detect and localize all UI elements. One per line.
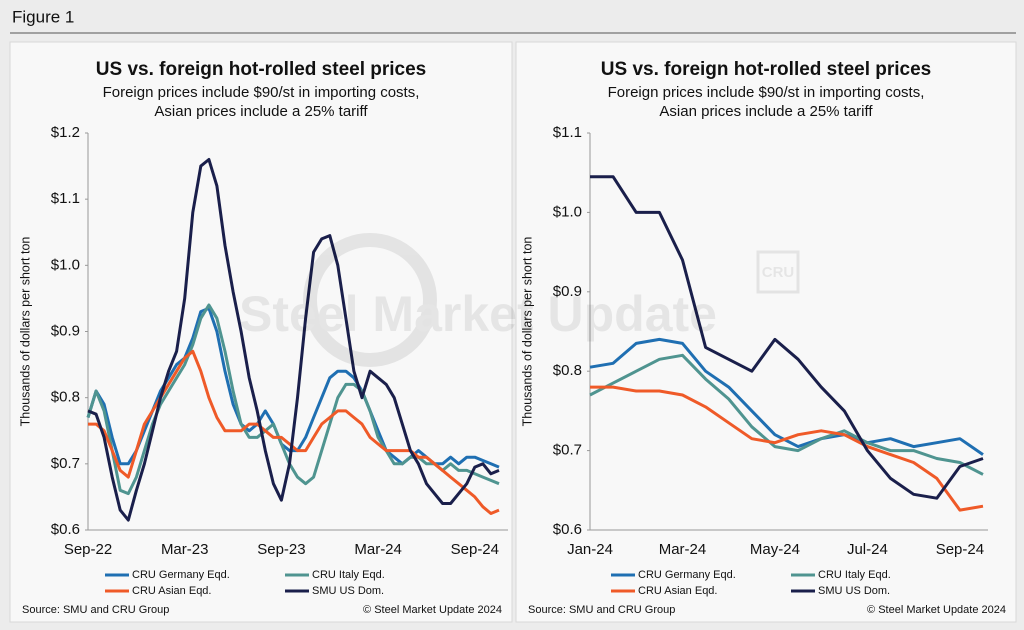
x-tick-label: May-24 [750, 541, 800, 558]
chart-subtitle: Asian prices include a 25% tariff [154, 103, 368, 120]
watermark-logo: CRU [762, 264, 795, 281]
series-line [87, 158, 500, 522]
y-tick-label: $0.9 [553, 283, 582, 300]
y-tick-label: $1.1 [51, 190, 80, 207]
watermark: Steel Market Update CRU [239, 233, 800, 367]
panel [9, 41, 513, 623]
x-tick-label: Jul-24 [847, 541, 888, 558]
y-tick-label: $0.7 [51, 455, 80, 472]
y-tick-label: $1.0 [51, 256, 80, 273]
chart-subtitle: Foreign prices include $90/st in importi… [608, 84, 925, 101]
y-tick-label: $0.8 [553, 362, 582, 379]
y-tick-label: $0.6 [553, 521, 582, 538]
watermark-logo-box [756, 250, 800, 294]
series-line [590, 175, 984, 500]
y-tick-label: $1.1 [553, 124, 582, 141]
x-tick-label: Mar-23 [161, 541, 209, 558]
legend-label: CRU Germany Eqd. [132, 569, 230, 581]
y-tick-label: $0.8 [51, 389, 80, 406]
x-tick-label: Mar-24 [354, 541, 402, 558]
chart-title: US vs. foreign hot-rolled steel prices [96, 59, 426, 80]
legend-label: SMU US Dom. [312, 585, 384, 597]
legend-label: CRU Italy Eqd. [818, 569, 891, 581]
x-tick-label: Mar-24 [659, 541, 707, 558]
y-tick-label: $1.0 [553, 203, 582, 220]
panel [515, 41, 1017, 623]
y-axis-label: Thousands of dollars per short ton [520, 237, 534, 427]
y-tick-label: $1.2 [51, 124, 80, 141]
y-tick-label: $0.6 [51, 521, 80, 538]
copyright: © Steel Market Update 2024 [363, 604, 502, 616]
figure-label: Figure 1 [12, 7, 74, 26]
chart-subtitle: Foreign prices include $90/st in importi… [103, 84, 420, 101]
watermark-text: Steel Market Update [239, 286, 717, 342]
chart-subtitle: Asian prices include a 25% tariff [659, 103, 873, 120]
y-tick-label: $0.7 [553, 442, 582, 459]
x-tick-label: Sep-24 [451, 541, 499, 558]
source: Source: SMU and CRU Group [528, 604, 675, 616]
watermark-circle [303, 233, 437, 367]
legend-label: CRU Asian Eqd. [132, 585, 211, 597]
legend-label: SMU US Dom. [818, 585, 890, 597]
x-tick-label: Jan-24 [567, 541, 613, 558]
series-line [589, 353, 984, 476]
chart-title: US vs. foreign hot-rolled steel prices [601, 59, 931, 80]
legend-label: CRU Asian Eqd. [638, 585, 717, 597]
series-line [590, 385, 984, 512]
series-line [88, 349, 500, 515]
legend-label: CRU Italy Eqd. [312, 569, 385, 581]
x-tick-label: Sep-24 [936, 541, 984, 558]
y-tick-label: $0.9 [51, 322, 80, 339]
copyright: © Steel Market Update 2024 [867, 604, 1006, 616]
x-tick-label: Sep-23 [257, 541, 305, 558]
series-line [589, 337, 984, 456]
legend-label: CRU Germany Eqd. [638, 569, 736, 581]
y-axis-label: Thousands of dollars per short ton [18, 237, 32, 427]
x-tick-label: Sep-22 [64, 541, 112, 558]
source: Source: SMU and CRU Group [22, 604, 169, 616]
